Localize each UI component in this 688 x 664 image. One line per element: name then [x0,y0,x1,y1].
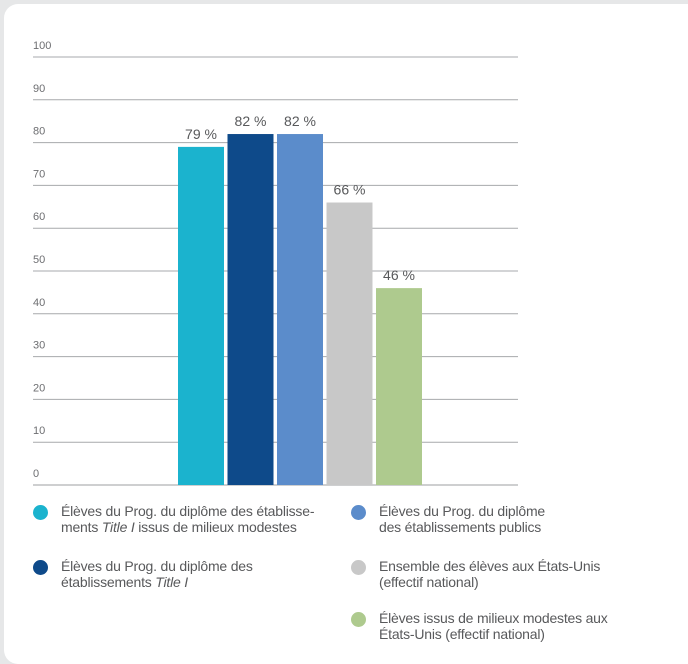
y-tick-label: 80 [33,126,45,138]
y-tick-label: 0 [33,468,39,480]
y-tick-label: 100 [33,40,51,52]
bar-1 [178,146,224,485]
bar-chart: 0 10 20 30 40 50 60 70 80 90 100 79 % 82 % 82 % 66 % 4… [33,40,518,486]
y-tick-label: 20 [33,382,45,394]
data-label-5: 46 % [383,267,415,283]
y-tick-label: 50 [33,254,45,266]
data-labels: 79 % 82 % 82 % 66 % 46 % [185,113,415,283]
y-tick-label: 40 [33,297,45,309]
data-label-4: 66 % [334,182,366,198]
bar-4 [326,202,373,485]
y-tick-label: 90 [33,83,45,95]
bars [178,134,422,486]
y-axis-ticks: 0 10 20 30 40 50 60 70 80 90 100 [33,40,51,480]
data-label-2: 82 % [235,113,267,129]
grid-lines [33,56,518,486]
y-tick-label: 70 [33,168,45,180]
y-tick-label: 10 [33,425,45,437]
y-tick-label: 30 [33,340,45,352]
data-label-3: 82 % [284,113,316,129]
bar-2 [227,134,274,486]
y-tick-label: 60 [33,211,45,223]
bar-3 [277,134,323,486]
data-label-1: 79 % [185,126,217,142]
bar-5 [376,288,422,485]
